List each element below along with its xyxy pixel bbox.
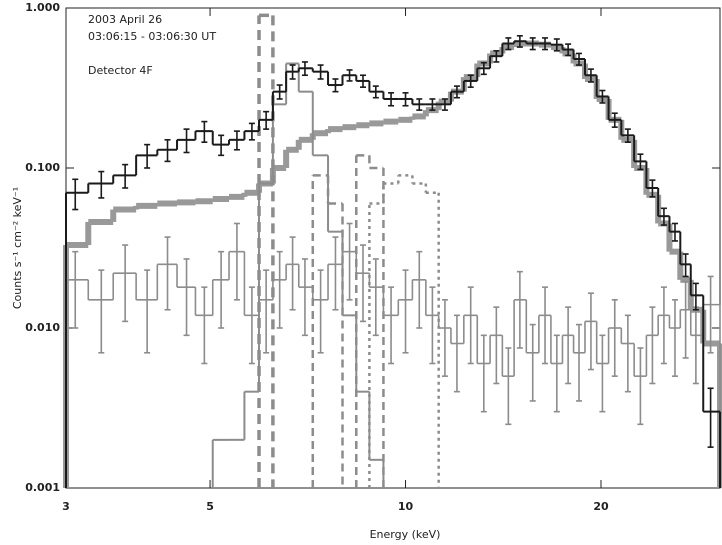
x-axis-label: Energy (keV) xyxy=(370,528,441,541)
x-tick-label: 20 xyxy=(593,500,609,513)
plot-frame xyxy=(65,7,721,489)
y-axis-label: Counts s⁻¹ cm⁻² keV⁻¹ xyxy=(11,187,24,309)
annotation: 2003 April 26 xyxy=(88,13,162,26)
annotation: 03:06:15 - 03:06:30 UT xyxy=(88,30,216,43)
y-tick-label: 1.000 xyxy=(25,1,60,14)
x-tick-label: 5 xyxy=(206,500,214,513)
x-tick-label: 10 xyxy=(398,500,414,513)
y-tick-label: 0.010 xyxy=(25,321,60,334)
x-tick-label: 3 xyxy=(62,500,70,513)
y-tick-label: 0.100 xyxy=(25,161,60,174)
y-tick-label: 0.001 xyxy=(25,481,60,494)
annotation: Detector 4F xyxy=(88,64,153,77)
